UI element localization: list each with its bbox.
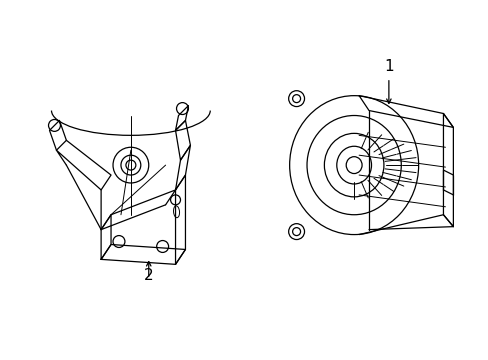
Text: 1: 1 [383,59,393,74]
Text: 2: 2 [143,268,153,283]
